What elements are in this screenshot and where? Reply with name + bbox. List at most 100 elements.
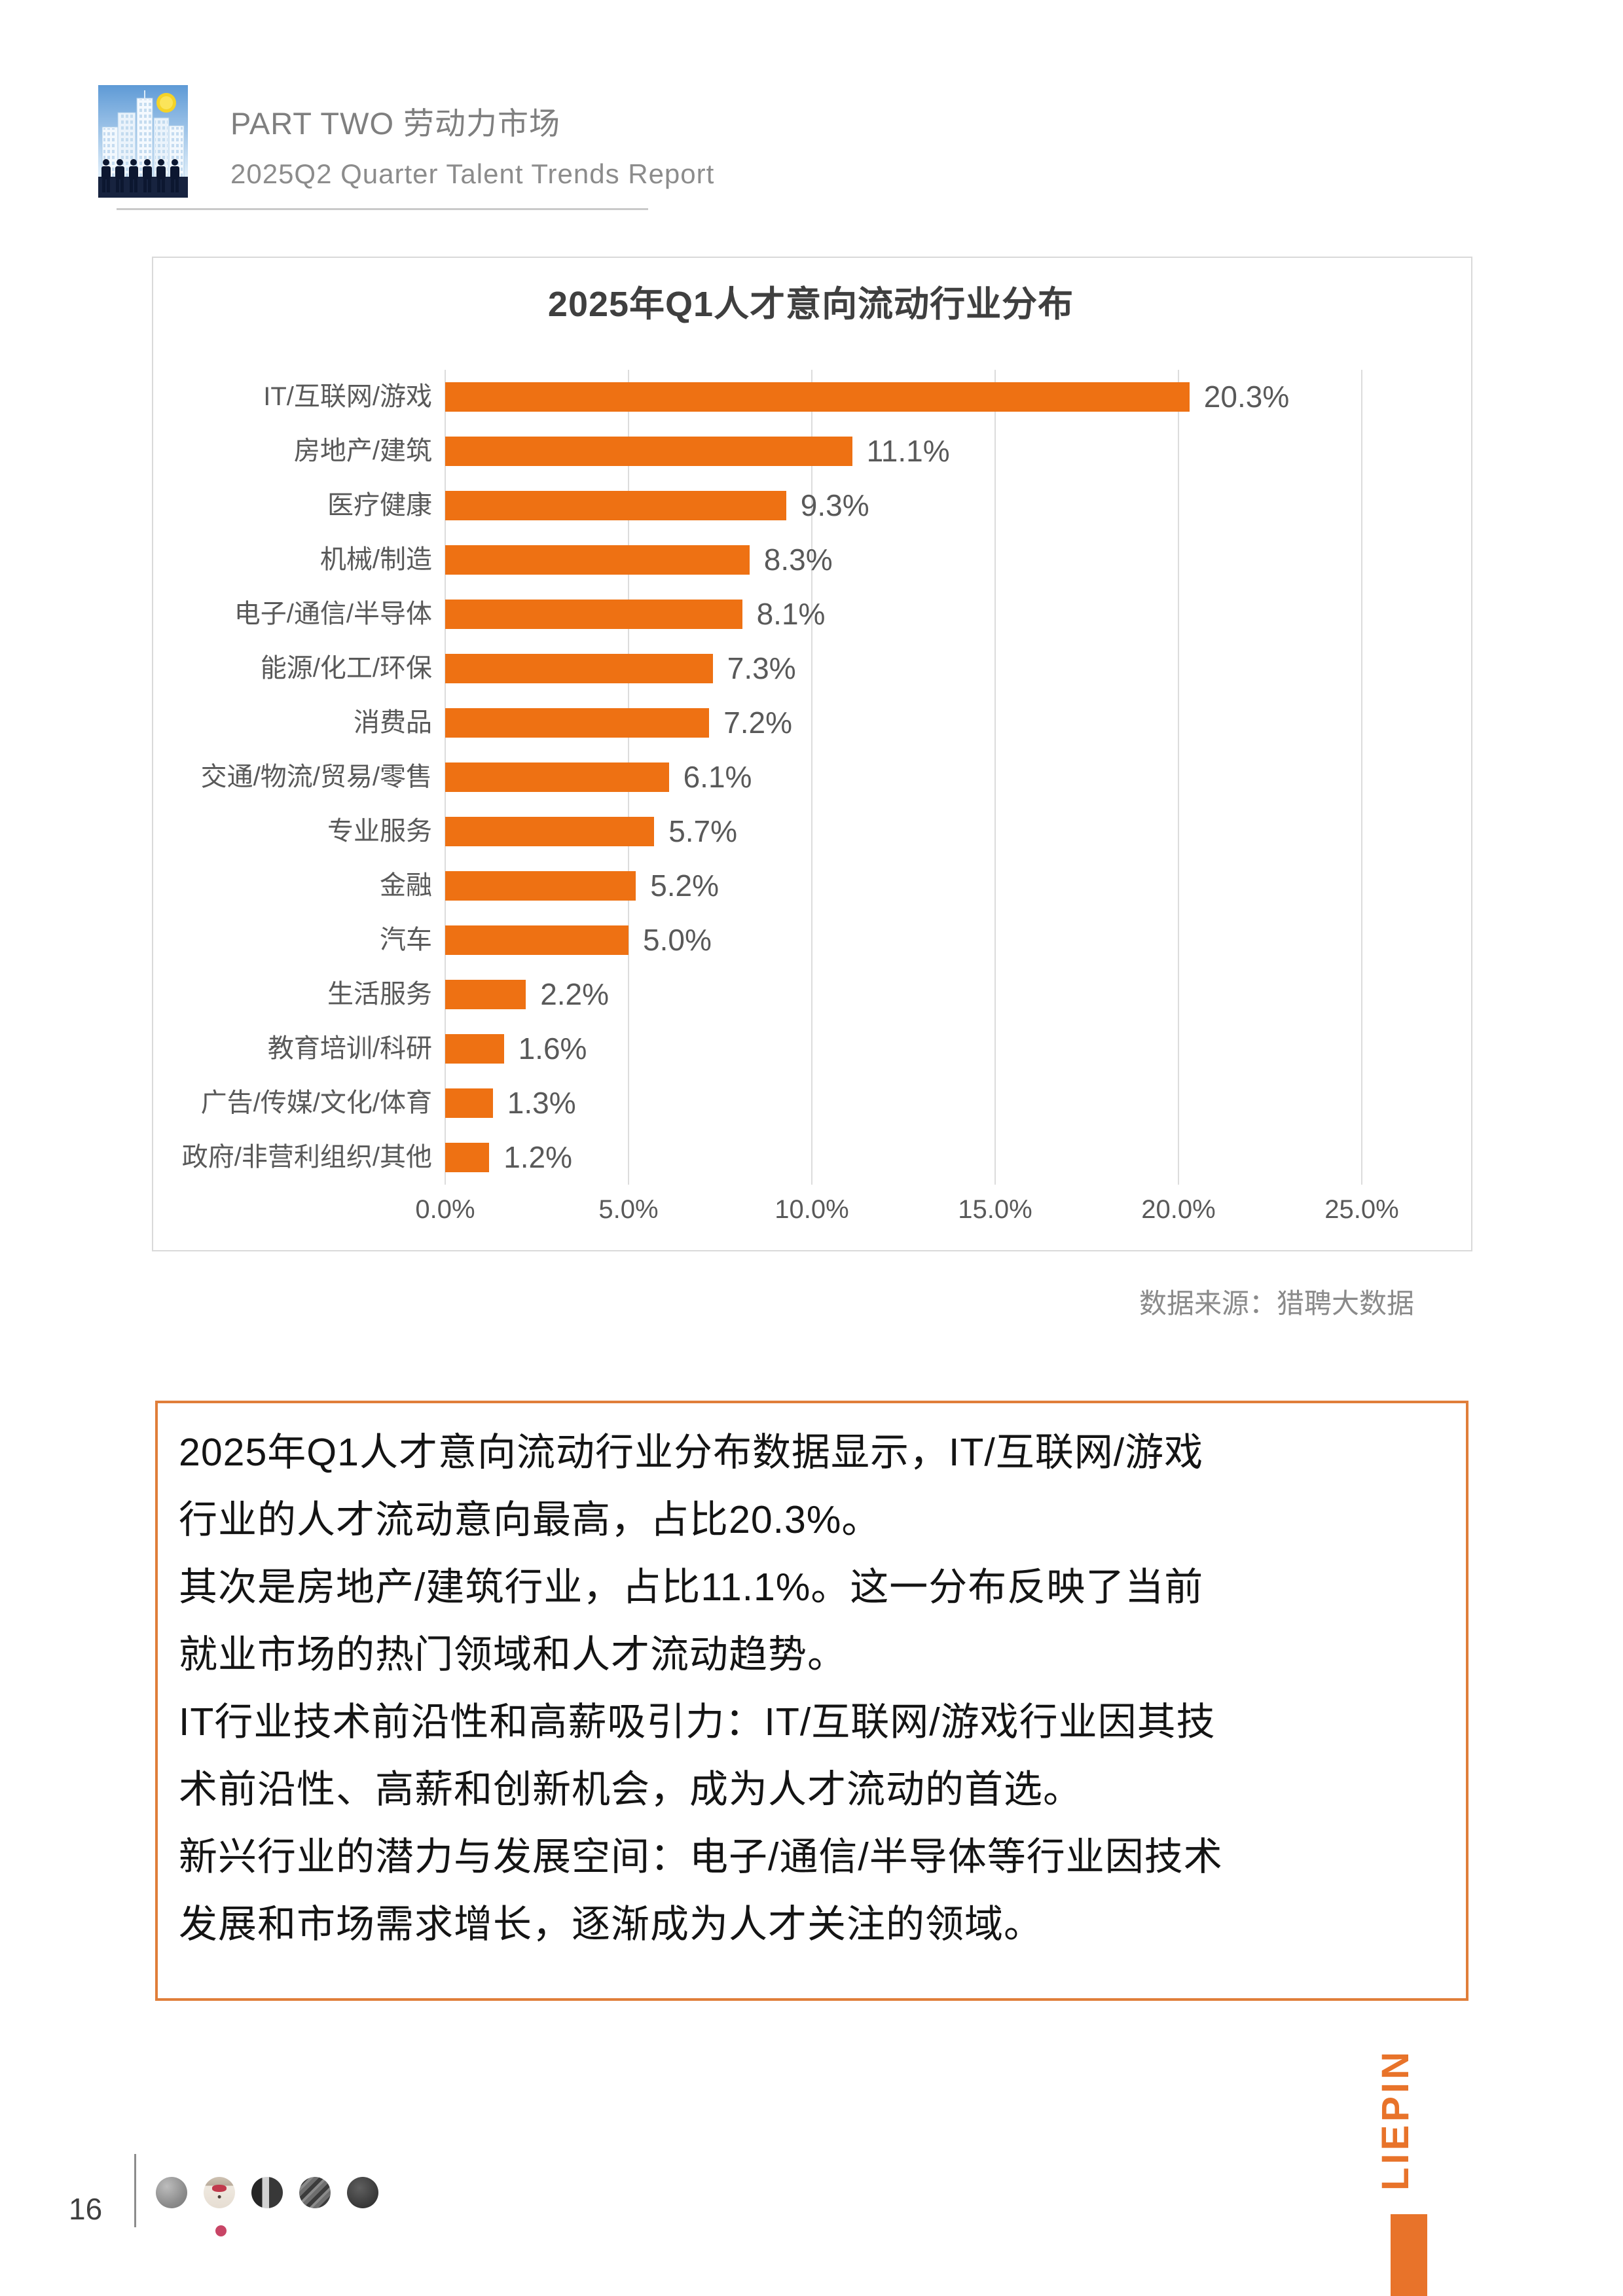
bar	[445, 1034, 504, 1064]
bar-row: 8.3%	[445, 533, 1362, 587]
bar-row: 11.1%	[445, 424, 1362, 478]
bar-value-label: 5.2%	[650, 869, 720, 903]
avatar-building-grayscale	[251, 2177, 283, 2208]
bar-row: 20.3%	[445, 370, 1362, 424]
category-label: 电子/通信/半导体	[234, 600, 432, 628]
category-label: 医疗健康	[327, 491, 432, 520]
avatar-street-grayscale	[299, 2177, 331, 2208]
bar-row: 2.2%	[445, 967, 1362, 1022]
bar-row: 1.6%	[445, 1022, 1362, 1076]
bar-value-label: 8.3%	[763, 543, 833, 577]
bar	[445, 817, 655, 846]
bar-value-label: 7.3%	[727, 651, 796, 685]
bar	[445, 1088, 493, 1118]
x-tick-label: 5.0%	[598, 1195, 659, 1224]
bar	[445, 980, 526, 1009]
bar	[445, 925, 629, 955]
bar-value-label: 5.0%	[643, 923, 712, 957]
avatar-dark-texture	[347, 2177, 378, 2208]
bar-row: 7.2%	[445, 696, 1362, 750]
bar-row: 5.7%	[445, 804, 1362, 859]
category-label: IT/互联网/游戏	[263, 382, 432, 411]
category-label: 生活服务	[327, 980, 432, 1009]
header-part-label: PART TWO 劳动力市场	[230, 106, 561, 141]
summary-text: 2025年Q1人才意向流动行业分布数据显示，IT/互联网/游戏 行业的人才流动意向…	[179, 1419, 1450, 1958]
bar-row: 1.2%	[445, 1130, 1362, 1185]
bar	[445, 382, 1190, 412]
bar-value-label: 1.3%	[507, 1086, 576, 1120]
logo-city-image	[98, 85, 188, 198]
category-label: 汽车	[380, 925, 432, 954]
bar-value-label: 1.2%	[503, 1140, 573, 1174]
bar-value-label: 9.3%	[800, 488, 869, 522]
chart-title: 2025年Q1人才意向流动行业分布	[547, 285, 1074, 324]
category-label: 政府/非营利组织/其他	[181, 1143, 432, 1172]
bar-value-label: 1.6%	[518, 1031, 587, 1066]
gridline	[811, 370, 812, 1185]
summary-line: 术前沿性、高薪和创新机会，成为人才流动的首选。	[179, 1768, 1083, 1811]
bar	[445, 708, 710, 738]
bar	[445, 491, 786, 520]
bar-row: 5.2%	[445, 859, 1362, 913]
bar-row: 9.3%	[445, 478, 1362, 533]
summary-line: 发展和市场需求增长，逐渐成为人才关注的领域。	[179, 1903, 1044, 1946]
category-label: 教育培训/科研	[267, 1034, 432, 1063]
avatar-flowers-grayscale	[156, 2177, 187, 2208]
bar	[445, 437, 852, 466]
x-tick-label: 0.0%	[415, 1195, 475, 1224]
gridline	[1361, 370, 1362, 1185]
summary-line: 其次是房地产/建筑行业，占比11.1%。这一分布反映了当前	[179, 1566, 1204, 1609]
bar	[445, 871, 636, 901]
brand-liepin-vertical: LIEPIN	[1374, 2049, 1417, 2191]
category-label: 专业服务	[327, 817, 432, 846]
bar-row: 6.1%	[445, 750, 1362, 804]
summary-box: 2025年Q1人才意向流动行业分布数据显示，IT/互联网/游戏 行业的人才流动意向…	[155, 1401, 1468, 2001]
bar	[445, 1143, 490, 1172]
bar-row: 1.3%	[445, 1076, 1362, 1130]
bar-row: 7.3%	[445, 641, 1362, 696]
summary-line: 2025年Q1人才意向流动行业分布数据显示，IT/互联网/游戏	[179, 1431, 1204, 1474]
bar-value-label: 6.1%	[683, 760, 752, 794]
category-label: 交通/物流/贸易/零售	[200, 762, 432, 791]
category-label: 能源/化工/环保	[260, 654, 432, 683]
summary-line: 行业的人才流动意向最高，占比20.3%。	[179, 1498, 881, 1541]
bar-value-label: 7.2%	[723, 706, 793, 740]
bar-row: 5.0%	[445, 913, 1362, 967]
category-label: 金融	[380, 871, 432, 900]
category-label: 消费品	[354, 708, 432, 737]
page-number: 16	[69, 2192, 103, 2226]
bar-value-label: 20.3%	[1203, 380, 1290, 414]
category-label: 房地产/建筑	[293, 437, 432, 465]
bar	[445, 600, 742, 629]
header-underline	[117, 208, 648, 210]
gridline	[1178, 370, 1179, 1185]
bar	[445, 545, 750, 575]
x-axis: 0.0% 5.0% 10.0% 15.0% 20.0% 25.0%	[415, 1195, 1398, 1234]
data-source-note: 数据来源：猎聘大数据	[1139, 1288, 1414, 1319]
x-tick-label: 10.0%	[775, 1195, 849, 1224]
category-labels: IT/互联网/游戏房地产/建筑医疗健康机械/制造电子/通信/半导体能源/化工/环…	[105, 370, 432, 1185]
x-tick-label: 15.0%	[958, 1195, 1032, 1224]
bar-value-label: 2.2%	[540, 977, 610, 1011]
avatar-strip	[156, 2177, 378, 2208]
category-label: 机械/制造	[319, 545, 432, 574]
x-tick-label: 25.0%	[1324, 1195, 1399, 1224]
brand-orange-bar	[1391, 2214, 1427, 2296]
bar-value-label: 11.1%	[866, 434, 950, 468]
footer-divider	[134, 2154, 136, 2227]
summary-line: IT行业技术前沿性和高薪吸引力：IT/互联网/游戏行业因其技	[179, 1700, 1216, 1744]
summary-line: 新兴行业的潜力与发展空间：电子/通信/半导体等行业因技术	[179, 1835, 1223, 1878]
city-skyline-icon	[98, 85, 188, 198]
active-avatar-dot	[215, 2225, 227, 2236]
bar	[445, 762, 669, 792]
plot-area: 20.3% 11.1% 9.3% 8.3% 8.1% 7.3% 7.2% 6.1% 5.7% 5.…	[445, 370, 1362, 1185]
header-report-title: 2025Q2 Quarter Talent Trends Report	[230, 158, 715, 189]
summary-line: 就业市场的热门领域和人才流动趋势。	[179, 1633, 847, 1676]
x-tick-label: 20.0%	[1141, 1195, 1216, 1224]
bar-value-label: 5.7%	[668, 814, 738, 848]
gridline	[994, 370, 996, 1185]
bar-value-label: 8.1%	[756, 597, 826, 631]
bar	[445, 654, 713, 683]
bar-row: 8.1%	[445, 587, 1362, 641]
